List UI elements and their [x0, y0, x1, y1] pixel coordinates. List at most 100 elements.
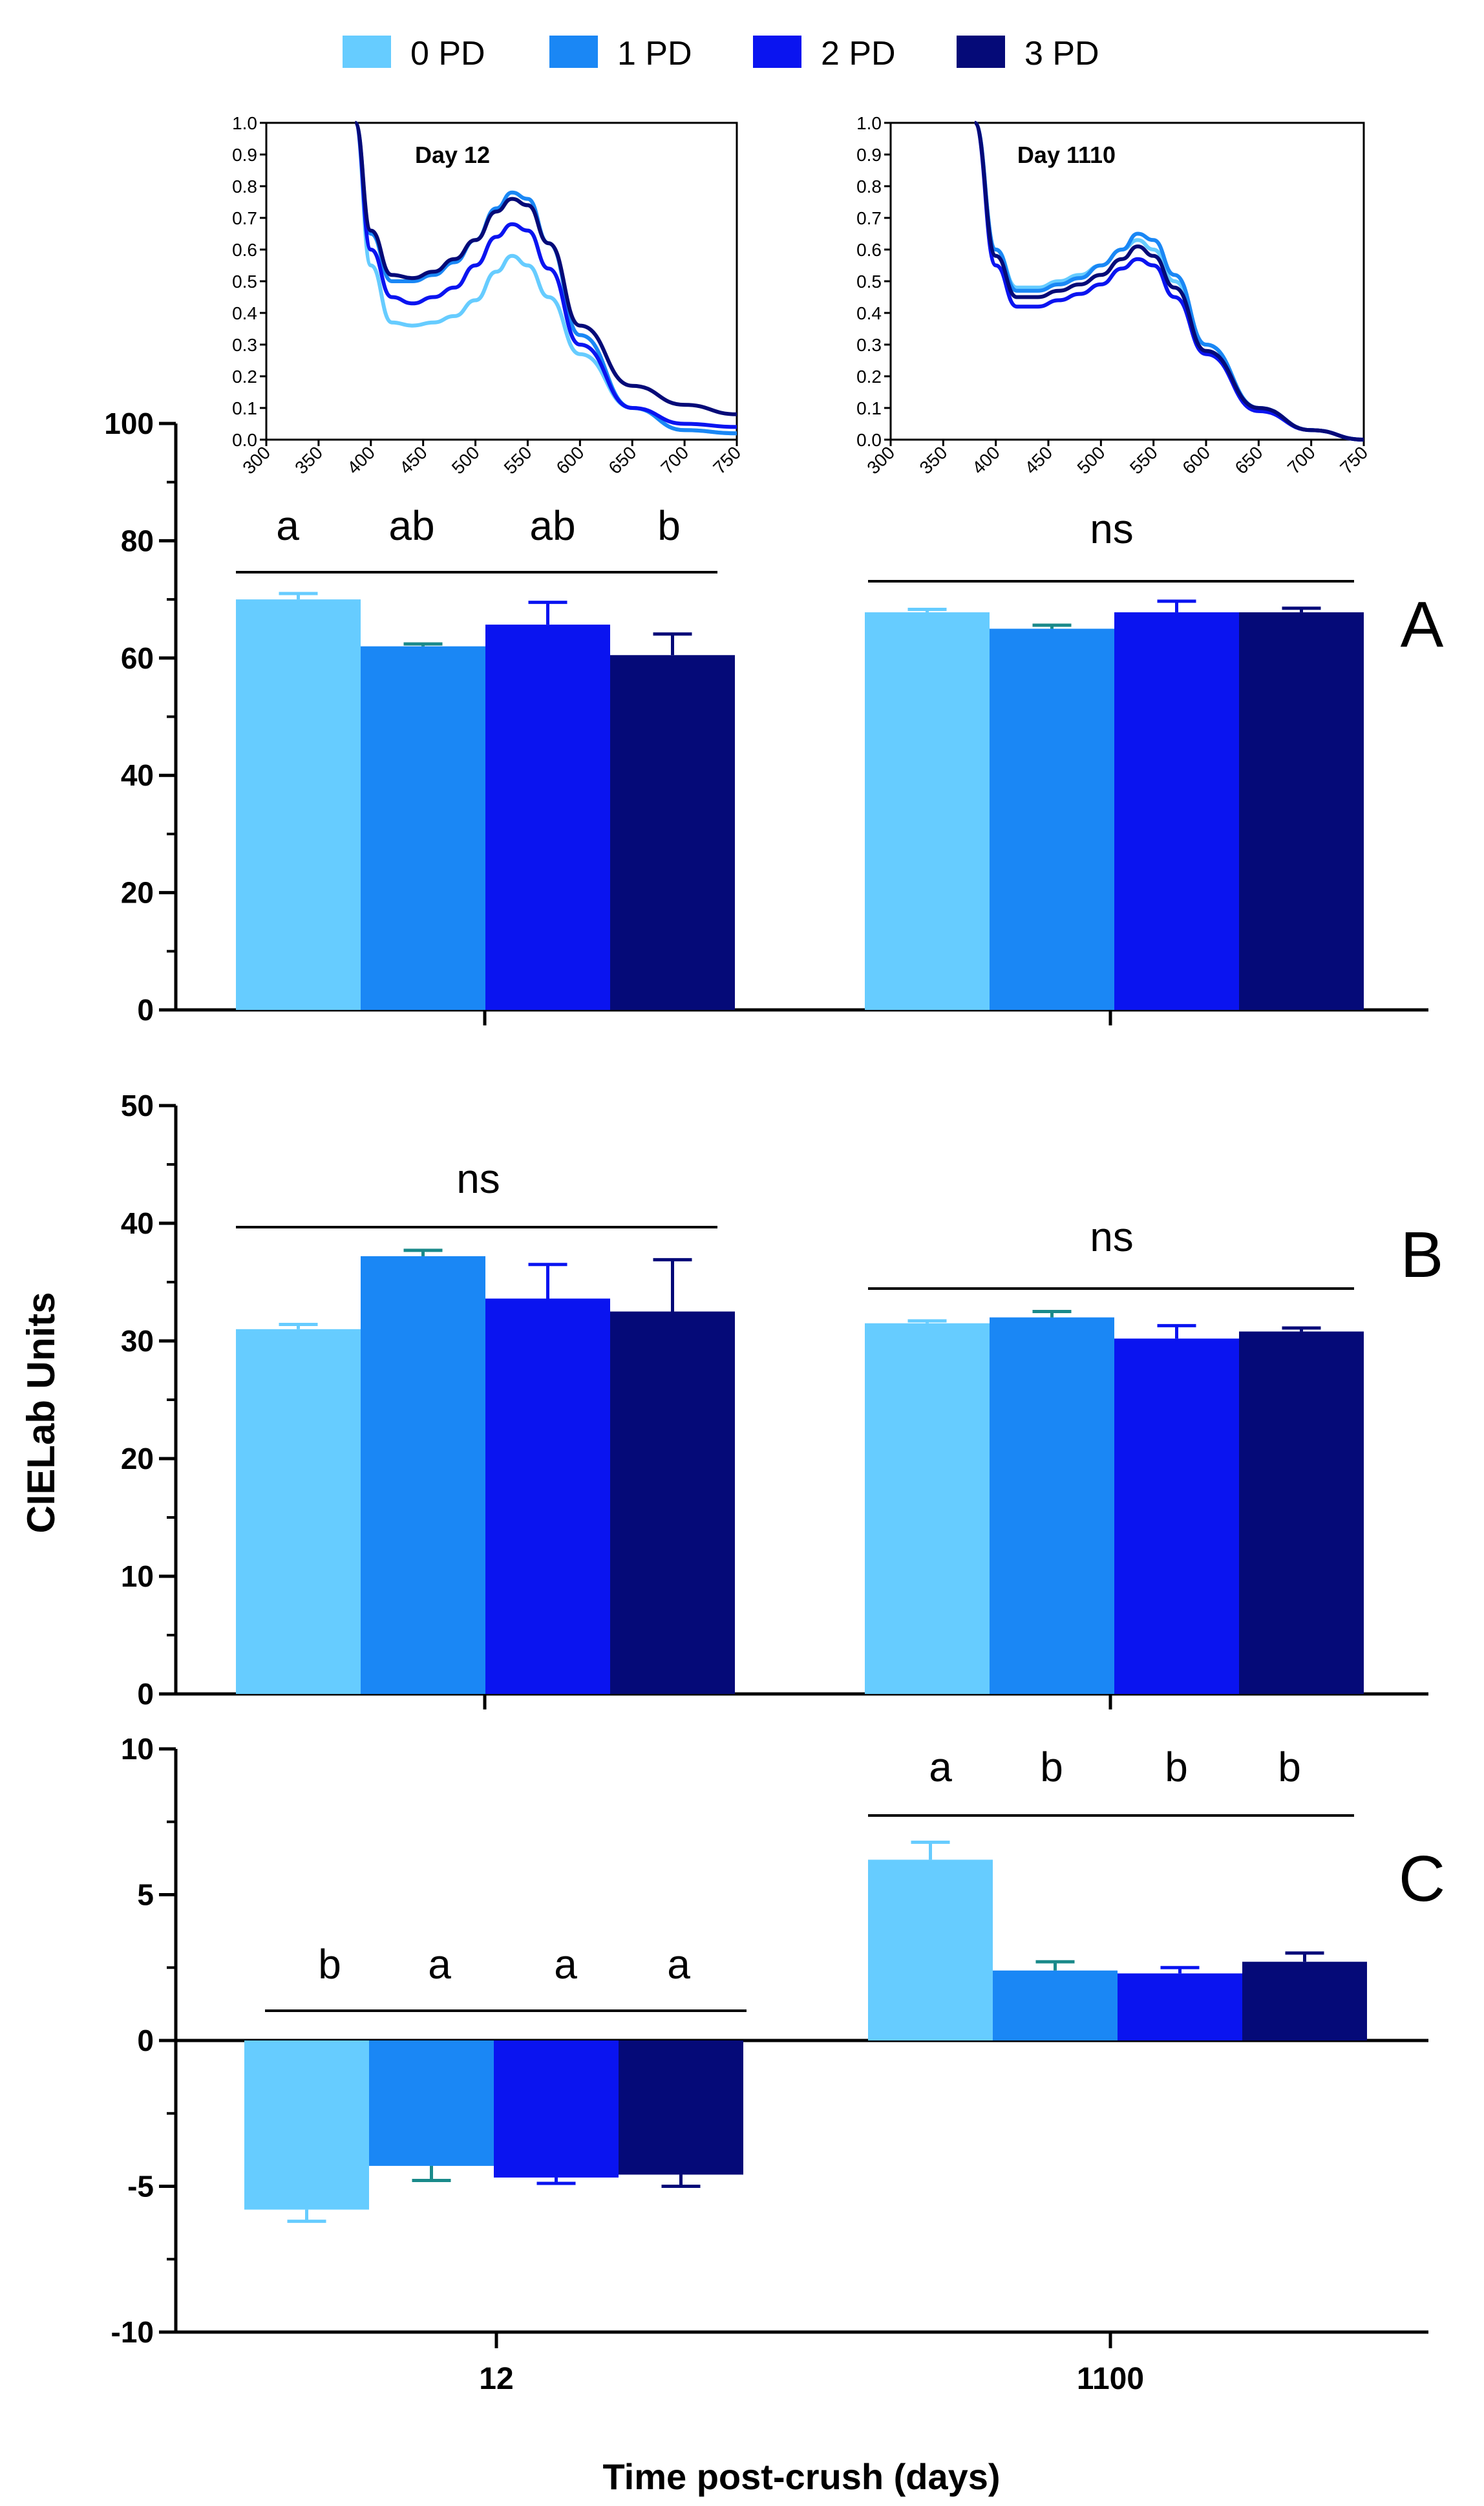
legend-label-2: 2 PD	[821, 35, 896, 72]
significance-label: b	[318, 1941, 341, 1987]
bar-1-pd-1100	[990, 628, 1114, 1010]
bar-0-pd-1100	[868, 1859, 993, 2040]
legend-swatch-0	[343, 36, 391, 68]
significance-label: b	[657, 502, 681, 549]
legend-label-1: 1 PD	[617, 35, 692, 72]
y-tick-label: 30	[121, 1324, 154, 1358]
significance-label: ns	[1090, 1214, 1134, 1260]
x-category-label: 1100	[1077, 2362, 1144, 2396]
inset-y-tick-label: 0.6	[232, 240, 257, 260]
bar-2-pd-12	[494, 2040, 619, 2178]
significance-label: ns	[456, 1155, 500, 1202]
y-tick-label: 10	[121, 1732, 154, 1766]
significance-label: a	[276, 502, 299, 549]
y-tick-label: 10	[121, 1559, 154, 1593]
significance-label: ab	[529, 502, 575, 549]
bar-0-pd-12	[244, 2040, 369, 2210]
bar-1-pd-12	[369, 2040, 494, 2166]
bar-3-pd-1100	[1239, 612, 1364, 1010]
x-category-label: 12	[479, 2362, 513, 2396]
bar-0-pd-1100	[865, 1323, 990, 1694]
y-tick-label: 0	[137, 993, 154, 1027]
inset-y-tick-label: 0.4	[856, 303, 882, 323]
inset-title: Day 12	[415, 142, 490, 168]
inset-y-tick-label: 0.2	[856, 367, 882, 387]
y-tick-label: 20	[121, 876, 154, 910]
inset-y-tick-label: 0.7	[232, 208, 257, 228]
y-tick-label: 0	[137, 2024, 154, 2057]
y-tick-label: 0	[137, 1677, 154, 1711]
panel-a: 0 20 40 60 80 100 a ab ab b ns A	[104, 407, 1443, 1027]
inset-line-2-pd	[973, 121, 1364, 442]
inset-y-tick-label: 0.1	[856, 398, 882, 418]
inset-y-tick-label: 0.3	[232, 335, 257, 355]
bar-2-pd-1100	[1118, 1973, 1242, 2040]
y-axis-label: CIELab Units	[19, 1292, 63, 1533]
bar-1-pd-12	[361, 646, 485, 1010]
inset-y-tick-label: 0.8	[232, 177, 257, 197]
legend-swatch-3	[957, 36, 1005, 68]
legend-label-0: 0 PD	[410, 35, 485, 72]
inset-y-tick-label: 0.0	[232, 430, 257, 450]
bar-3-pd-1100	[1242, 1962, 1367, 2040]
legend-label-3: 3 PD	[1024, 35, 1099, 72]
y-tick-label: 40	[121, 1206, 154, 1240]
inset-y-tick-label: 0.3	[856, 335, 882, 355]
inset-y-tick-label: 1.0	[232, 113, 257, 133]
inset-y-tick-label: 0.9	[856, 145, 882, 165]
inset-y-tick-label: 1.0	[856, 113, 882, 133]
bar-3-pd-12	[619, 2040, 743, 2175]
inset-y-tick-label: 0.1	[232, 398, 257, 418]
y-tick-label: 50	[121, 1089, 154, 1122]
inset-y-tick-label: 0.2	[232, 367, 257, 387]
x-axis-label: Time post-crush (days)	[602, 2456, 1000, 2497]
bar-1-pd-1100	[993, 1970, 1118, 2040]
panel-letter: C	[1399, 1843, 1445, 1915]
significance-label: ab	[388, 502, 434, 549]
y-tick-label: 40	[121, 758, 154, 792]
y-tick-label: 5	[137, 1878, 154, 1912]
y-tick-label: 20	[121, 1442, 154, 1475]
inset-line-3-pd	[973, 121, 1364, 442]
significance-label: b	[1165, 1744, 1188, 1790]
significance-label: a	[428, 1941, 451, 1987]
inset-y-tick-label: 0.5	[856, 272, 882, 292]
inset-line-2-pd	[353, 121, 737, 429]
significance-label: a	[929, 1744, 952, 1790]
panel-b: 0 10 20 30 40 50 ns ns B	[121, 1089, 1444, 1711]
bar-3-pd-1100	[1239, 1331, 1364, 1694]
bar-0-pd-12	[236, 1329, 361, 1694]
bar-1-pd-12	[361, 1256, 485, 1694]
legend: 0 PD 1 PD 2 PD 3 PD	[343, 35, 1099, 72]
inset-y-tick-label: 0.4	[232, 303, 257, 323]
y-tick-label: -10	[111, 2315, 154, 2349]
legend-swatch-1	[549, 36, 598, 68]
y-tick-label: 80	[121, 524, 154, 557]
bar-3-pd-12	[610, 655, 735, 1010]
bar-2-pd-1100	[1114, 1338, 1239, 1694]
legend-swatch-2	[753, 36, 801, 68]
y-tick-label: -5	[127, 2170, 154, 2203]
bar-2-pd-1100	[1114, 612, 1239, 1010]
significance-label: ns	[1090, 506, 1134, 552]
inset-y-tick-label: 0.5	[232, 272, 257, 292]
bar-2-pd-12	[485, 1298, 610, 1694]
inset-title: Day 1110	[1017, 142, 1116, 168]
inset-y-tick-label: 0.8	[856, 177, 882, 197]
bar-0-pd-1100	[865, 612, 990, 1010]
y-tick-label: 60	[121, 641, 154, 675]
significance-label: b	[1040, 1744, 1063, 1790]
panel-c: -10 -5 0 5 10 b a a a a b b b C 12 1100	[111, 1732, 1446, 2396]
panel-letter: A	[1401, 588, 1444, 661]
significance-label: a	[554, 1941, 577, 1987]
panel-letter: B	[1401, 1219, 1444, 1291]
significance-label: a	[667, 1941, 690, 1987]
bar-2-pd-12	[485, 625, 610, 1010]
inset-y-tick-label: 0.6	[856, 240, 882, 260]
inset-y-tick-label: 0.7	[856, 208, 882, 228]
inset-y-tick-label: 0.0	[856, 430, 882, 450]
bar-3-pd-12	[610, 1311, 735, 1694]
significance-label: b	[1278, 1744, 1301, 1790]
